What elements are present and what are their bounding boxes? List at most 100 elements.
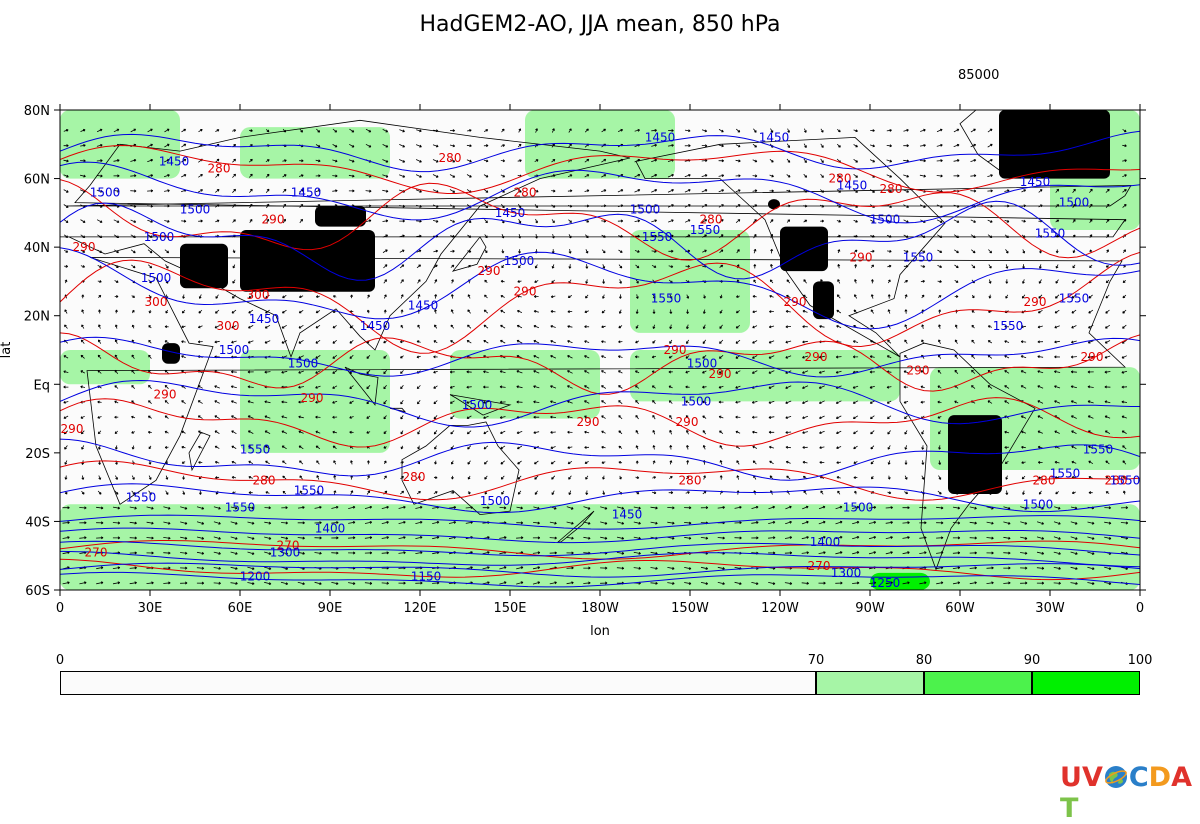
- colorbar-segment: [60, 671, 816, 695]
- contour-label: 290: [907, 364, 930, 378]
- contour-label: 1500: [843, 501, 874, 515]
- contour-label: 1450: [159, 154, 190, 168]
- fill-region: [630, 230, 750, 333]
- contour-label: 300: [145, 295, 168, 309]
- contour-label: 1450: [837, 178, 868, 192]
- contour-label: 290: [709, 367, 732, 381]
- x-tick-label: 0: [1136, 601, 1144, 616]
- coastline: [556, 510, 595, 543]
- contour-label: 270: [808, 559, 831, 573]
- x-tick-label: 90E: [318, 601, 343, 616]
- contour-label: 1450: [360, 319, 391, 333]
- contour-label: 1400: [315, 521, 346, 535]
- contour-label: 290: [262, 213, 285, 227]
- contour-label: 290: [1024, 295, 1047, 309]
- y-tick-label: 80N: [24, 104, 50, 119]
- x-tick-label: 180W: [581, 601, 619, 616]
- contour-label: 1500: [144, 230, 175, 244]
- contour-label: 1550: [993, 319, 1024, 333]
- fill-region: [240, 127, 390, 179]
- contour-label: 270: [85, 545, 108, 559]
- contour-label: 290: [850, 250, 873, 264]
- contour-label: 1300: [270, 545, 301, 559]
- height-contour: [60, 540, 1140, 557]
- coastline: [86, 257, 1126, 505]
- contour-label: 1500: [504, 254, 535, 268]
- temperature-contour: [60, 179, 1140, 261]
- contour-label: 290: [478, 264, 501, 278]
- contour-label: 290: [664, 343, 687, 357]
- temperature-contour-layer: [60, 144, 1140, 581]
- contour-label: 1550: [126, 490, 157, 504]
- globe-icon: [1104, 766, 1127, 788]
- contour-label: 1550: [225, 501, 256, 515]
- contour-label: 1500: [480, 494, 511, 508]
- contour-label: 1550: [1050, 466, 1081, 480]
- height-contour: [60, 336, 1140, 378]
- contour-label: 280: [253, 473, 276, 487]
- height-contour: [60, 483, 1140, 514]
- fill-region: [60, 350, 150, 385]
- coastline: [449, 394, 512, 416]
- height-contour: [60, 550, 1140, 568]
- contour-label: 300: [247, 288, 270, 302]
- contour-label: 1450: [408, 298, 439, 312]
- level-label: 85000: [958, 68, 1000, 83]
- x-tick-label: 60E: [228, 601, 253, 616]
- temperature-contour: [60, 332, 1140, 395]
- y-tick-label: Eq: [34, 378, 50, 393]
- colorbar-tick-label: 80: [915, 653, 933, 668]
- axes-layer: 0 30E 60E 90E 120E 150E 180W 150W 120W 90W 60W 30W 0…: [24, 104, 1146, 616]
- temperature-contour: [60, 460, 1140, 501]
- colorbar-tick-label: 70: [807, 653, 825, 668]
- high-ground-mask: [180, 243, 228, 289]
- contour-label: 1500: [219, 343, 250, 357]
- wind-vectors: [62, 128, 1129, 586]
- contour-label: 280: [829, 172, 852, 186]
- contour-label: 1500: [630, 202, 661, 216]
- contour-label: 1500: [870, 213, 901, 227]
- y-tick-label: 20N: [24, 310, 50, 325]
- contour-label: 1500: [288, 357, 319, 371]
- contour-label: 290: [154, 388, 177, 402]
- high-ground-mask: [948, 415, 1002, 494]
- contour-label: 1550: [642, 230, 673, 244]
- high-ground-mask: [999, 110, 1110, 179]
- map-plot: 280 280 280 280 280 280 280 280 280 280 280 290 290 2…: [0, 104, 1146, 639]
- contour-label: 1500: [681, 394, 712, 408]
- contour-label-layer: 280 280 280 280 280 280 280 280 280 280 280 290 290 2…: [61, 130, 1141, 590]
- contour-label: 1450: [612, 508, 643, 522]
- contour-label: 1550: [240, 442, 271, 456]
- fill-region: [630, 350, 900, 402]
- x-tick-label: 120E: [403, 601, 436, 616]
- contour-label: 1550: [1110, 473, 1141, 487]
- x-tick-label: 150W: [671, 601, 709, 616]
- high-ground-mask: [162, 343, 180, 364]
- height-contour: [60, 379, 1140, 428]
- colorbar-tick-label: 0: [55, 653, 65, 668]
- x-tick-label: 120W: [761, 601, 799, 616]
- contour-label: 280: [208, 161, 231, 175]
- height-contour: [60, 527, 1140, 544]
- temperature-contour: [60, 144, 1140, 194]
- contour-label: 1450: [291, 185, 322, 199]
- y-tick-label: 40S: [25, 515, 50, 530]
- contour-label: 1500: [687, 357, 718, 371]
- contour-label: 280: [1105, 473, 1128, 487]
- height-contour: [60, 562, 1140, 578]
- contour-label: 290: [676, 415, 699, 429]
- temperature-contour: [60, 251, 1140, 354]
- contour-label: 1450: [495, 206, 526, 220]
- colorbar-tick-label: 100: [1127, 653, 1153, 668]
- coastline: [899, 342, 1036, 571]
- contour-label: 1300: [831, 566, 862, 580]
- contour-label: 270: [277, 538, 300, 552]
- temperature-contour: [60, 558, 1140, 581]
- coastline: [60, 119, 1126, 359]
- height-contour-layer: [60, 130, 1140, 588]
- contour-label: 1500: [90, 185, 121, 199]
- contour-label: 1250: [870, 576, 901, 590]
- y-tick-label: 60N: [24, 173, 50, 188]
- contour-label: 290: [73, 240, 96, 254]
- colorbar-segment: [816, 671, 924, 695]
